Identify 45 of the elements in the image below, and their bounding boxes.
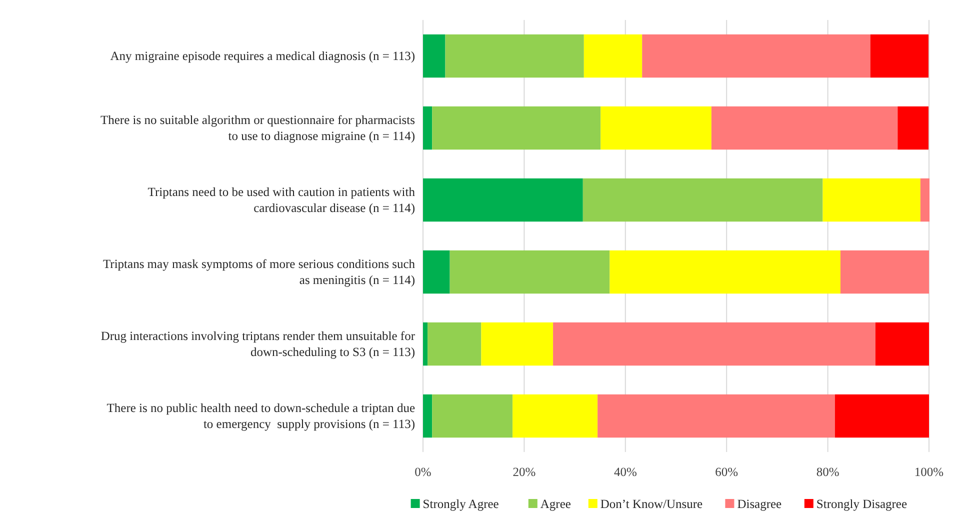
bar xyxy=(512,394,598,438)
bar xyxy=(432,394,513,438)
bar xyxy=(711,106,898,150)
legend-label: Disagree xyxy=(737,497,782,511)
bar xyxy=(582,178,823,222)
bar xyxy=(920,178,930,222)
y-tick-label: There is no public health need to down-schedule a triptan due to emergency supply provisions (n = 113) xyxy=(106,401,416,431)
y-tick-label: Triptans may mask symptoms of more serious conditions such as meningitis (n = 114) xyxy=(102,257,416,287)
x-tick-label: 0% xyxy=(414,465,432,479)
bar xyxy=(598,394,835,438)
x-tick-label: 40% xyxy=(614,465,637,479)
legend-label: Don’t Know/Unsure xyxy=(600,497,704,511)
bar xyxy=(642,34,870,78)
y-tick-label: There is no suitable algorithm or questionnaire for pharmacists to use to diagnose migraine (n = 114) xyxy=(100,113,416,143)
bar xyxy=(423,322,428,366)
legend-label: Strongly Disagree xyxy=(816,497,908,511)
bar xyxy=(553,322,876,366)
y-tick-label: Any migraine episode requires a medical diagnosis (n = 113) xyxy=(110,49,415,63)
bar xyxy=(423,178,583,222)
bar xyxy=(445,34,584,78)
bar xyxy=(840,250,929,294)
bar xyxy=(423,34,446,78)
legend-label: Strongly Agree xyxy=(422,497,500,511)
bar xyxy=(423,106,432,150)
bar xyxy=(600,106,712,150)
x-tick-label: 80% xyxy=(816,465,840,479)
bar xyxy=(822,178,920,222)
bar xyxy=(875,322,929,366)
bar xyxy=(432,106,601,150)
bar xyxy=(423,250,450,294)
x-tick-label: 100% xyxy=(914,465,944,479)
bar xyxy=(423,394,432,438)
bar xyxy=(610,250,840,294)
bar xyxy=(870,34,928,78)
x-tick-label: 60% xyxy=(715,465,738,479)
bar xyxy=(481,322,554,366)
bar xyxy=(428,322,482,366)
legend-label: Agree xyxy=(540,497,572,511)
y-tick-label: Drug interactions involving triptans render them unsuitable for down-scheduling to S3 (n = 113) xyxy=(100,329,416,359)
bar xyxy=(898,106,928,150)
x-tick-label: 20% xyxy=(512,465,536,479)
bar xyxy=(584,34,642,78)
y-tick-label: Triptans need to be used with caution in patients with cardiovascular disease (n = 114) xyxy=(148,185,416,215)
bar xyxy=(834,394,929,438)
bar xyxy=(450,250,610,294)
